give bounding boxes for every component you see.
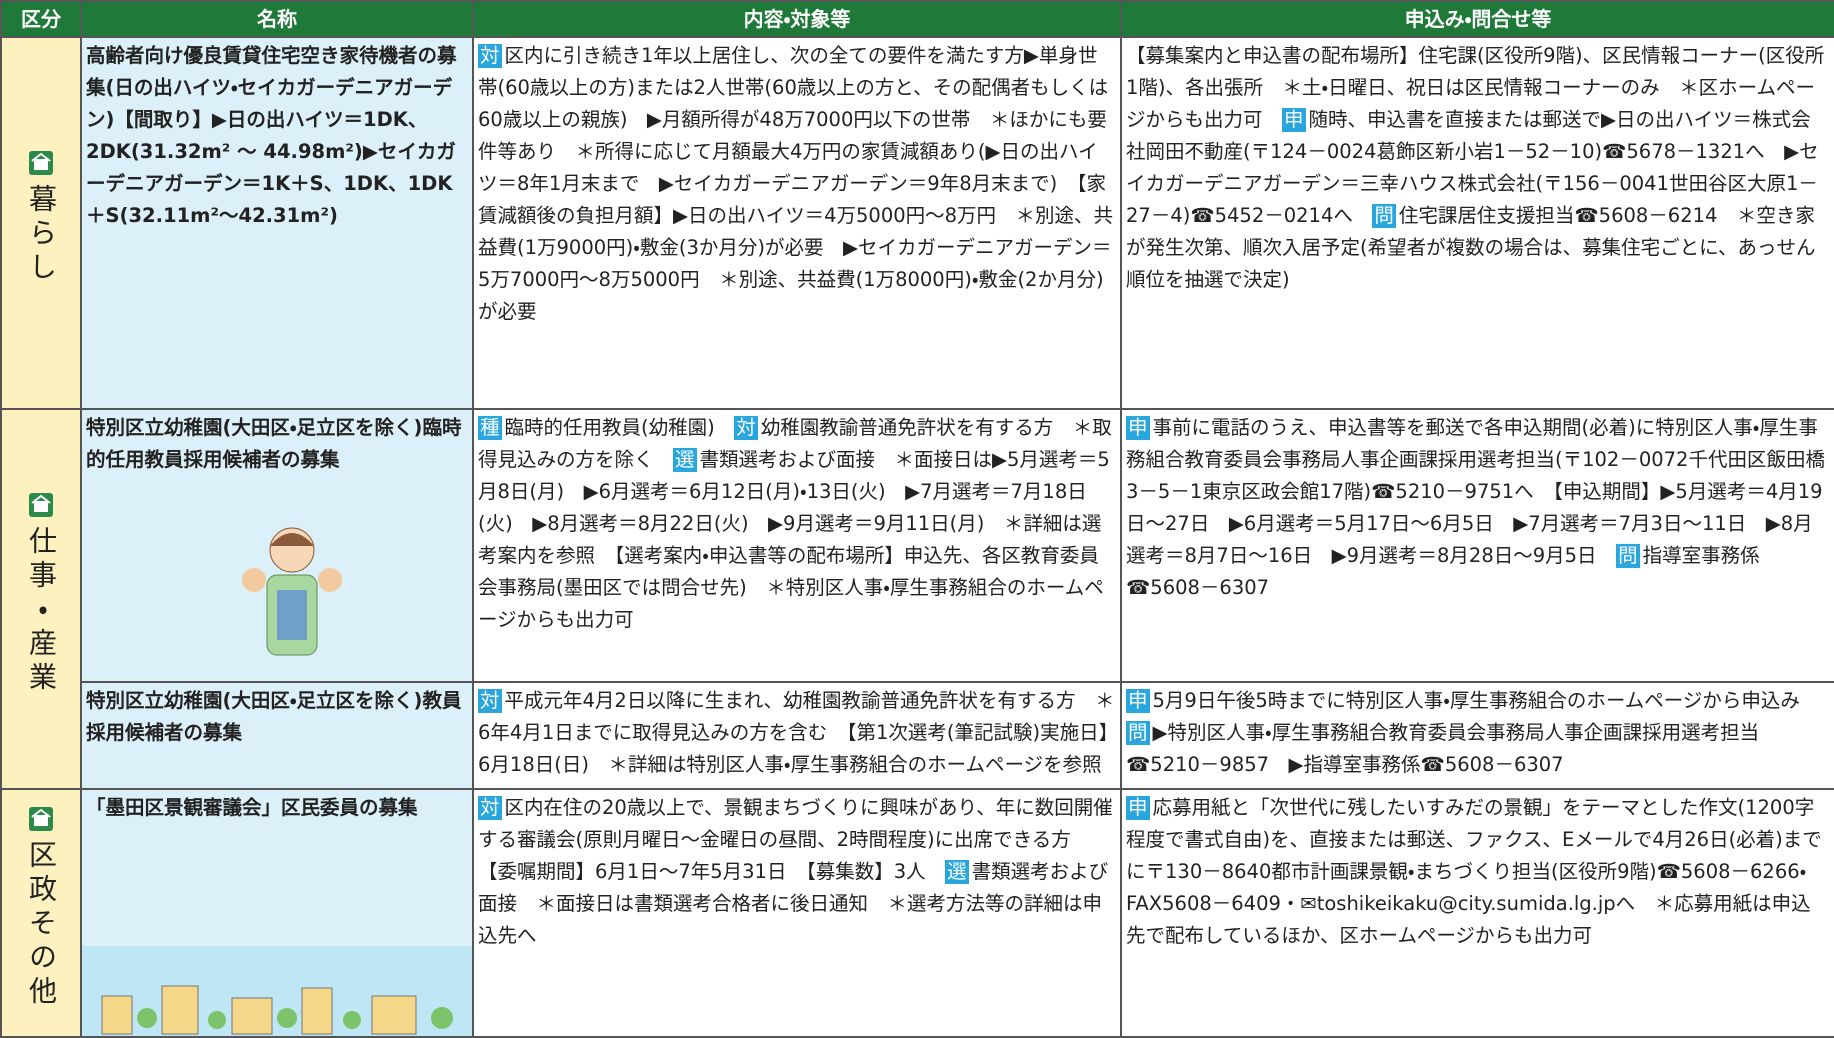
category-icon: [29, 151, 53, 175]
category: 暮らし: [25, 184, 58, 286]
text: 幼稚園教諭普通免許状を有する方 ＊取得見込みの方を除く: [478, 416, 1112, 471]
category-cell: 区政その他: [0, 788, 82, 1038]
badge: 申: [1282, 108, 1306, 132]
contact-cell: 申 5月9日午後5時までに特別区人事・厚生事務組合のホームページから申込み 問 ▶特…: [1120, 681, 1834, 790]
badge: 選: [673, 448, 697, 472]
text: 平成元年4月2日以降に生まれ、幼稚園教諭普通免許状を有する方 ＊6年4月1日まで…: [478, 689, 1115, 776]
badge: 対: [478, 796, 502, 820]
teacher-illustration: [242, 527, 342, 656]
text: 住宅課居住支援担当☎5608－6214 ＊空き家が発生次第、順次入居予定(希望者…: [1126, 204, 1816, 291]
name: 特別区立幼稚園(大田区・足立区を除く)教員採用候補者の募集: [86, 689, 462, 744]
text: 区内在住の20歳以上で、景観まちづくりに興味があり、年に数回開催する審議会(原則…: [478, 796, 1113, 883]
content-cell: 種臨時的任用教員(幼稚園) 対幼稚園教諭普通免許状を有する方 ＊取得見込みの方を…: [472, 408, 1122, 683]
town-illustration: [83, 946, 471, 1035]
text: 書類選考および面接 ＊面接日は書類選考合格者に後日通知 ＊選考方法等の詳細は申込…: [478, 860, 1109, 947]
badge: 対: [478, 44, 502, 68]
name-cell: 特別区立幼稚園(大田区・足立区を除く)教員採用候補者の募集: [80, 681, 474, 790]
header-cell: 名称: [80, 0, 474, 38]
text: 指導室事務係☎5608－6307: [1126, 544, 1760, 599]
header-cell: 申込み・問合せ等: [1120, 0, 1834, 38]
content-cell: 対区内在住の20歳以上で、景観まちづくりに興味があり、年に数回開催する審議会(原…: [472, 788, 1122, 1038]
text: 区内に引き続き1年以上居住し、次の全ての要件を満たす方▶単身世帯(60歳以上の方…: [478, 44, 1114, 323]
table-row: 仕事・産業 特別区立幼稚園(大田区・足立区を除く)臨時的任用教員採用候補者の募集種…: [0, 408, 1834, 790]
badge: 問: [1616, 544, 1640, 568]
content-cell: 対平成元年4月2日以降に生まれ、幼稚園教諭普通免許状を有する方 ＊6年4月1日ま…: [472, 681, 1122, 790]
contact-cell: 申応募用紙と「次世代に残したいすみだの景観」をテーマとした作文(1200字程度で…: [1120, 788, 1834, 1038]
text: 5月9日午後5時までに特別区人事・厚生事務組合のホームページから申込み: [1152, 689, 1820, 712]
text: 随時、申込書を直接または郵送で▶日の出ハイツ＝株式会社岡田不動産(〒124－00…: [1126, 108, 1819, 227]
badge: 種: [478, 416, 502, 440]
category-cell: 仕事・産業: [0, 408, 82, 790]
name: 高齢者向け優良賃貸住宅空き家待機者の募集(日の出ハイツ・セイカガーデニアガーデン…: [86, 44, 457, 227]
text: 臨時的任用教員(幼稚園): [504, 416, 735, 439]
badge: 申: [1126, 416, 1150, 440]
text: ▶特別区人事・厚生事務組合教育委員会事務局人事企画課採用選考担当☎5210－98…: [1126, 721, 1760, 776]
text: 事前に電話のうえ、申込書等を郵送で各申込期間(必着)に特別区人事・厚生事務組合教…: [1126, 416, 1825, 567]
header-cell: 内容・対象等: [472, 0, 1122, 38]
name-cell: 「墨田区景観審議会」区民委員の募集: [80, 788, 474, 1038]
text: 【募集案内と申込書の配布場所】住宅課(区役所9階)、区民情報コーナー(区役所1階…: [1126, 44, 1825, 131]
table-row: 暮らし 高齢者向け優良賃貸住宅空き家待機者の募集(日の出ハイツ・セイカガーデニアガ…: [0, 36, 1834, 410]
table-row: 区政その他 「墨田区景観審議会」区民委員の募集 対区内在住の20歳以上で、景観まちづ…: [0, 788, 1834, 1038]
category: 区政その他: [25, 840, 58, 1010]
header-row: 区分 名称 内容・対象等 申込み・問合せ等: [0, 0, 1834, 38]
badge: 申: [1126, 689, 1150, 713]
badge: 問: [1372, 204, 1396, 228]
table-body: 暮らし 高齢者向け優良賃貸住宅空き家待機者の募集(日の出ハイツ・セイカガーデニアガ…: [0, 36, 1834, 1038]
contact-cell: 【募集案内と申込書の配布場所】住宅課(区役所9階)、区民情報コーナー(区役所1階…: [1120, 36, 1834, 410]
category-cell: 暮らし: [0, 36, 82, 410]
name-cell: 高齢者向け優良賃貸住宅空き家待機者の募集(日の出ハイツ・セイカガーデニアガーデン…: [80, 36, 474, 410]
content-cell: 対区内に引き続き1年以上居住し、次の全ての要件を満たす方▶単身世帯(60歳以上の…: [472, 36, 1122, 410]
header-cell: 区分: [0, 0, 82, 38]
badge: 申: [1126, 796, 1150, 820]
badge: 対: [478, 689, 502, 713]
badge: 対: [734, 416, 758, 440]
name-cell: 特別区立幼稚園(大田区・足立区を除く)臨時的任用教員採用候補者の募集: [80, 408, 474, 683]
name: 特別区立幼稚園(大田区・足立区を除く)臨時的任用教員採用候補者の募集: [86, 416, 462, 471]
badge: 選: [945, 860, 969, 884]
text: 応募用紙と「次世代に残したいすみだの景観」をテーマとした作文(1200字程度で書…: [1126, 796, 1822, 947]
category-icon: [29, 807, 53, 831]
category: 仕事・産業: [25, 526, 58, 696]
table-row: 特別区立幼稚園(大田区・足立区を除く)教員採用候補者の募集対平成元年4月2日以降…: [1, 681, 1834, 790]
text: 書類選考および面接 ＊面接日は▶5月選考＝5月8日(月) ▶6月選考＝6月12日…: [478, 448, 1110, 631]
category-icon: [29, 493, 53, 517]
contact-cell: 申事前に電話のうえ、申込書等を郵送で各申込期間(必着)に特別区人事・厚生事務組合…: [1120, 408, 1834, 683]
badge: 問: [1126, 721, 1150, 745]
name: 「墨田区景観審議会」区民委員の募集: [86, 796, 418, 819]
